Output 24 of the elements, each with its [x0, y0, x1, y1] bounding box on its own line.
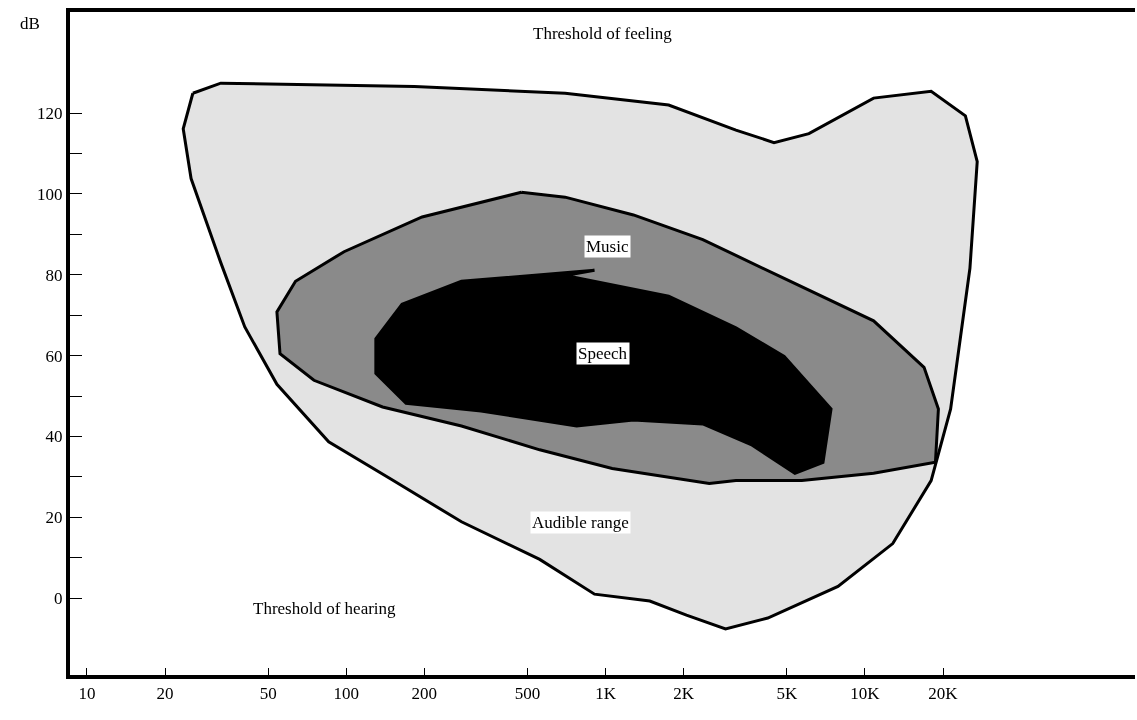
annotation: Threshold of hearing [253, 599, 397, 618]
x-tick-label: 10K [850, 684, 881, 704]
y-tick-label: 0 [54, 589, 63, 609]
y-tick-label: 100 [37, 184, 63, 204]
y-tick-label: 20 [45, 508, 63, 528]
x-tick-label: 2K [673, 684, 695, 704]
y-tick-label: 60 [45, 346, 63, 366]
series-label: Audible range [532, 513, 629, 532]
y-tick-label: 40 [45, 427, 63, 447]
x-tick-label: 1K [595, 684, 617, 704]
x-tick-label: 50 [259, 684, 277, 704]
y-axis-title: dB [20, 14, 40, 33]
x-tick-label: 5K [776, 684, 798, 704]
x-tick-label: 200 [411, 684, 438, 704]
series-label: Music [586, 237, 629, 256]
x-tick-label: 20K [928, 684, 959, 704]
y-tick-label: 120 [37, 104, 63, 124]
x-tick-label: 500 [514, 684, 541, 704]
y-tick-label: 80 [45, 265, 63, 285]
x-tick-label: 10 [78, 684, 96, 704]
series-label: Speech [578, 344, 628, 363]
x-tick-label: 100 [333, 684, 360, 704]
annotation: Threshold of feeling [533, 24, 673, 43]
x-tick-label: 20 [156, 684, 174, 704]
